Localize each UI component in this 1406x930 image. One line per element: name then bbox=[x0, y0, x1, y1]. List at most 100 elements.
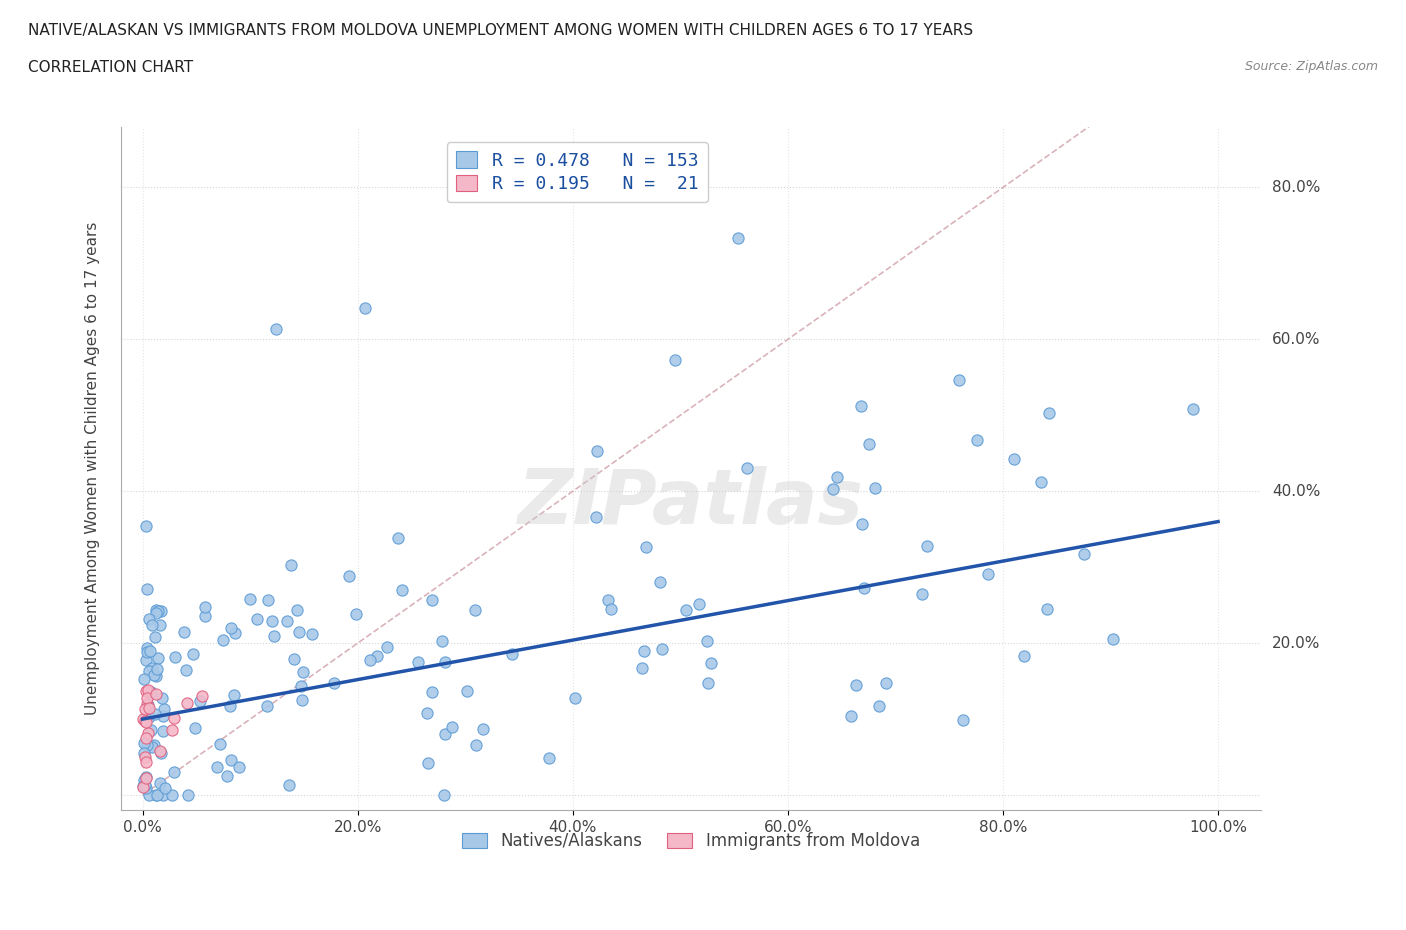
Point bbox=[135, 770, 157, 785]
Point bbox=[1073, 547, 1095, 562]
Point bbox=[1012, 648, 1035, 663]
Point bbox=[211, 632, 233, 647]
Point bbox=[135, 652, 157, 667]
Point bbox=[184, 720, 207, 735]
Point bbox=[636, 539, 658, 554]
Point bbox=[283, 652, 305, 667]
Point bbox=[875, 676, 897, 691]
Point bbox=[135, 780, 157, 795]
Point bbox=[845, 678, 868, 693]
Point bbox=[456, 684, 478, 698]
Point bbox=[266, 322, 288, 337]
Point bbox=[823, 481, 845, 496]
Point bbox=[433, 788, 456, 803]
Point bbox=[181, 646, 204, 661]
Point bbox=[162, 711, 184, 725]
Point bbox=[136, 697, 159, 711]
Point bbox=[142, 668, 165, 683]
Point bbox=[1031, 475, 1053, 490]
Point bbox=[135, 644, 157, 659]
Point bbox=[420, 592, 443, 607]
Point bbox=[238, 591, 260, 606]
Point bbox=[132, 779, 155, 794]
Point bbox=[290, 679, 312, 694]
Point bbox=[696, 633, 718, 648]
Point bbox=[256, 592, 278, 607]
Point bbox=[135, 715, 157, 730]
Point bbox=[292, 665, 315, 680]
Point bbox=[344, 606, 367, 621]
Point bbox=[145, 605, 167, 620]
Text: CORRELATION CHART: CORRELATION CHART bbox=[28, 60, 193, 75]
Point bbox=[650, 575, 672, 590]
Point bbox=[132, 778, 155, 793]
Point bbox=[735, 460, 758, 475]
Point bbox=[434, 655, 457, 670]
Point bbox=[910, 587, 932, 602]
Point bbox=[219, 752, 242, 767]
Point bbox=[849, 398, 872, 413]
Point bbox=[285, 603, 308, 618]
Point bbox=[136, 691, 159, 706]
Point bbox=[868, 699, 890, 714]
Text: 80.0%: 80.0% bbox=[1272, 179, 1320, 195]
Point bbox=[136, 738, 159, 753]
Point bbox=[977, 566, 1000, 581]
Point bbox=[145, 669, 167, 684]
Point bbox=[696, 676, 718, 691]
Point bbox=[148, 650, 170, 665]
Point bbox=[162, 788, 184, 803]
Point bbox=[188, 694, 211, 709]
Point bbox=[586, 444, 609, 458]
Point bbox=[138, 663, 160, 678]
Point bbox=[138, 700, 160, 715]
Point bbox=[194, 608, 217, 623]
Point bbox=[585, 510, 607, 525]
Point bbox=[1035, 601, 1057, 616]
Point bbox=[278, 777, 301, 792]
Point bbox=[952, 712, 974, 727]
Point bbox=[134, 701, 156, 716]
Point bbox=[224, 626, 246, 641]
Point bbox=[375, 640, 398, 655]
Point bbox=[366, 649, 388, 664]
Point bbox=[408, 655, 430, 670]
Point bbox=[699, 655, 721, 670]
Point bbox=[149, 746, 172, 761]
Point bbox=[132, 671, 155, 686]
Point bbox=[430, 633, 453, 648]
Point bbox=[598, 592, 620, 607]
Point bbox=[139, 684, 162, 699]
Point bbox=[145, 603, 167, 618]
Point bbox=[136, 698, 159, 712]
Point bbox=[323, 676, 346, 691]
Point bbox=[222, 688, 245, 703]
Point bbox=[149, 618, 172, 633]
Point bbox=[135, 684, 157, 698]
Point bbox=[205, 760, 228, 775]
Point bbox=[440, 720, 463, 735]
Point bbox=[288, 624, 311, 639]
Point bbox=[136, 641, 159, 656]
Point bbox=[564, 691, 586, 706]
Point bbox=[152, 709, 174, 724]
Point bbox=[1002, 451, 1025, 466]
Point bbox=[600, 602, 623, 617]
Point bbox=[631, 660, 654, 675]
Point bbox=[136, 683, 159, 698]
Point bbox=[276, 614, 298, 629]
Point bbox=[141, 618, 163, 632]
Point bbox=[146, 662, 169, 677]
Point bbox=[135, 770, 157, 785]
Point bbox=[148, 776, 170, 790]
Point bbox=[155, 780, 177, 795]
Point bbox=[966, 433, 988, 448]
Point bbox=[149, 743, 172, 758]
Y-axis label: Unemployment Among Women with Children Ages 6 to 17 years: Unemployment Among Women with Children A… bbox=[86, 221, 100, 715]
Point bbox=[142, 737, 165, 752]
Point bbox=[135, 731, 157, 746]
Point bbox=[152, 788, 174, 803]
Point bbox=[853, 580, 876, 595]
Point bbox=[132, 772, 155, 787]
Point bbox=[416, 756, 439, 771]
